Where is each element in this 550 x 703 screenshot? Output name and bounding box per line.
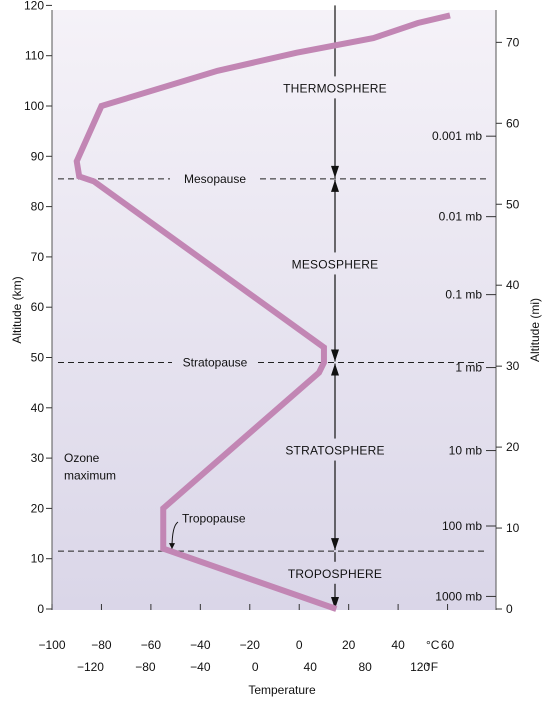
layer-label-stratosphere: STRATOSPHERE [285,444,384,458]
x-tick-label-f: −80 [135,660,156,674]
x-tick-label-c: 0 [296,638,303,652]
layer-label-troposphere: TROPOSPHERE [288,567,382,581]
layer-label-thermosphere: THERMOSPHERE [283,81,387,95]
unit-fahrenheit: °F [426,660,438,674]
y-tick-label-mi: 20 [506,440,520,454]
x-tick-label-f: −120 [77,660,104,674]
y-tick-label-mi: 40 [506,278,520,292]
layer-label-mesosphere: MESOSPHERE [292,257,379,271]
pressure-level-label: 0.01 mb [439,210,483,224]
y-tick-label-km: 60 [31,300,45,314]
y-tick-label-km: 110 [25,49,44,63]
y-tick-label-km: 100 [24,99,44,113]
x-tick-label-f: 120 [410,660,430,674]
x-tick-label-f: −40 [190,660,211,674]
y-tick-label-mi: 0 [506,602,513,616]
pressure-level-label: 100 mb [442,519,482,533]
y-tick-label-mi: 30 [506,359,520,373]
y-tick-label-mi: 70 [506,35,520,49]
y-tick-label-km: 50 [31,351,45,365]
y-tick-label-km: 0 [37,602,44,616]
ozone-annotation: Ozone [64,451,100,465]
y-tick-label-km: 120 [24,0,44,12]
pressure-level-label: 0.1 mb [445,288,482,302]
pressure-level-label: 1 mb [455,361,482,375]
stratopause-label: Stratopause [183,356,248,370]
y-axis-title-right: Altitude (mi) [528,298,542,362]
y-tick-label-km: 90 [31,149,45,163]
x-tick-label-c: 20 [342,638,356,652]
y-axis-title-left: Altitude (km) [10,276,24,343]
y-tick-label-km: 40 [31,401,45,415]
y-tick-label-km: 10 [31,552,45,566]
y-tick-label-km: 80 [31,200,45,214]
tropopause-pointer-head [169,543,175,550]
layer-arrowhead [331,165,339,178]
pressure-level-label: 0.001 mb [432,129,482,143]
y-tick-label-km: 70 [31,250,45,264]
x-tick-label-c: −80 [91,638,112,652]
layer-arrowhead [331,363,339,376]
mesopause-label: Mesopause [184,172,246,186]
x-axis-title: Temperature [248,683,316,697]
y-tick-label-mi: 60 [506,116,520,130]
x-tick-label-c: −60 [141,638,162,652]
x-tick-label-c: −100 [38,638,65,652]
ozone-annotation: maximum [64,469,116,483]
layer-arrowhead [331,179,339,192]
x-tick-label-f: 40 [304,660,318,674]
pressure-level-label: 1000 mb [435,589,482,603]
y-tick-label-mi: 50 [506,197,520,211]
temperature-profile-line [73,12,451,612]
y-tick-label-mi: 10 [506,521,520,535]
y-tick-label-km: 30 [31,451,45,465]
x-tick-label-c: −20 [240,638,261,652]
x-tick-label-c: −40 [190,638,211,652]
x-tick-label-f: 80 [358,660,372,674]
pressure-level-label: 10 mb [449,444,483,458]
x-tick-label-c: 40 [391,638,405,652]
layer-arrowhead [331,349,339,362]
tropopause-label: Tropopause [182,511,246,525]
y-tick-label-km: 20 [31,501,45,515]
layer-arrowhead [331,597,339,609]
layer-arrowhead [331,538,339,551]
unit-celsius: °C [426,638,440,652]
x-tick-label-c: 60 [441,638,455,652]
x-tick-label-f: 0 [252,660,259,674]
